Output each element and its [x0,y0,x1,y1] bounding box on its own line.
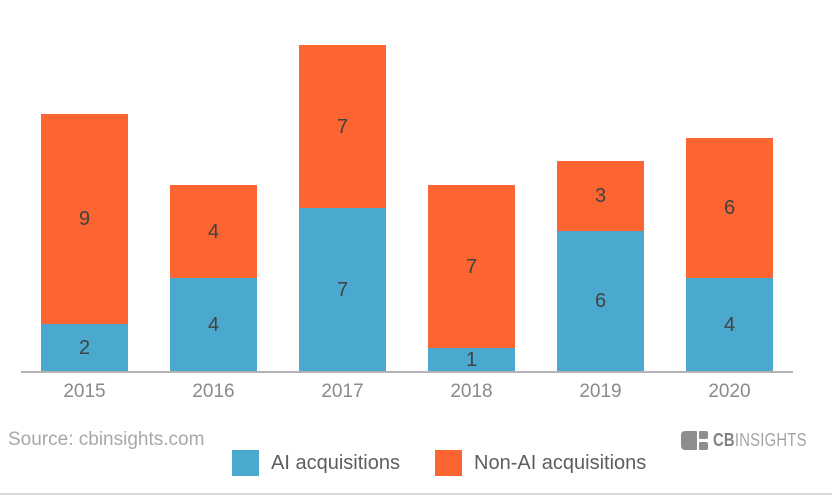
bar-value-label: 6 [594,290,607,312]
bar-segment-non-ai-2017: 7 [299,45,386,208]
bar-value-label: 2 [78,336,91,359]
bar-value-label: 4 [723,313,736,336]
legend-swatch-ai [232,450,259,476]
bar-value-label: 3 [594,185,607,207]
x-tick-label-2015: 2015 [63,381,106,402]
x-tick-label-2017: 2017 [321,381,364,402]
x-tick-label-2019: 2019 [579,381,622,402]
bar-value-label: 7 [336,115,349,138]
cbinsights-logo: CBINSIGHTS [681,431,830,450]
bar-value-label: 6 [723,197,736,219]
bar-segment-ai-2017: 7 [299,208,386,371]
bar-segment-ai-2019: 6 [557,231,644,371]
bar-segment-non-ai-2015: 9 [41,114,128,324]
cbinsights-logo-text: CBINSIGHTS [713,429,807,451]
x-axis-line [21,371,793,373]
x-tick-label-2018: 2018 [450,381,493,402]
bar-value-label: 4 [207,220,220,243]
legend-label-ai: AI acquisitions [271,452,400,474]
bar-value-label: 1 [465,348,478,371]
x-tick-label-2020: 2020 [708,381,751,402]
bar-segment-non-ai-2018: 7 [428,185,515,348]
bar-segment-non-ai-2019: 3 [557,161,644,231]
bar-segment-non-ai-2016: 4 [170,185,257,278]
bar-value-label: 7 [465,255,478,278]
bar-value-label: 7 [336,278,349,301]
bar-segment-ai-2020: 4 [686,278,773,371]
bar-value-label: 4 [207,313,220,336]
bar-segment-ai-2015: 2 [41,324,128,371]
source-credit: Source: cbinsights.com [8,429,205,450]
legend-item-ai-acquisitions: AI acquisitions [232,450,400,476]
legend-label-non-ai: Non-AI acquisitions [474,452,647,474]
legend-item-non-ai-acquisitions: Non-AI acquisitions [435,450,646,476]
cbinsights-logo-icon [681,431,708,450]
bar-segment-ai-2016: 4 [170,278,257,371]
x-tick-label-2016: 2016 [192,381,235,402]
bar-segment-non-ai-2020: 6 [686,138,773,278]
bottom-divider [0,493,832,495]
legend-swatch-non-ai [435,450,462,476]
bar-segment-ai-2018: 1 [428,348,515,371]
bar-value-label: 9 [78,208,91,230]
